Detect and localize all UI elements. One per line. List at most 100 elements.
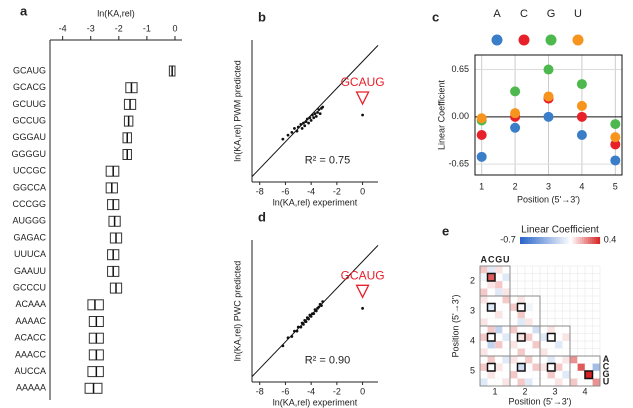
point [318,112,322,116]
cell [509,310,518,319]
cell [479,340,488,349]
point [299,122,303,126]
cell [554,340,563,349]
cell [494,355,503,364]
x-tick-label: 3 [546,181,551,191]
point [307,121,310,125]
cell [517,363,526,372]
category-label: GCUUG [13,99,47,109]
cell [577,370,586,379]
x-tick-label: 0 [360,186,365,196]
colorbar-step [548,237,551,244]
cell [509,318,518,327]
colorbar-step [530,237,533,244]
cell [487,370,496,379]
cell [592,363,601,372]
point [543,64,554,75]
x-tick-label: -8 [256,386,264,396]
x-axis-label: Position (5'→3') [517,194,580,204]
y-tick-label: 3 [470,305,475,315]
boxed-cell [516,332,526,342]
cell [509,325,518,334]
cell [554,355,563,364]
cell [584,355,593,364]
x-tick-label: -3 [87,23,95,33]
point [300,127,304,130]
axis-title: ln(KA,rel) [97,8,135,18]
cell [517,333,526,342]
point [309,314,313,318]
y-axis-label: Position (5'→3') [450,295,460,358]
nucleotide-label: C [488,254,495,264]
cell [502,333,511,342]
point [293,127,296,130]
point [610,119,621,130]
cell [479,265,488,274]
cell [517,348,526,357]
cell [592,355,601,364]
cell [524,325,533,334]
cell [517,318,526,327]
y-tick-label: 2 [470,275,475,285]
point [299,325,303,329]
cell [562,378,571,387]
block-border [569,355,601,387]
cell [547,348,556,357]
nucleotide-label: A [603,354,610,364]
cell [502,310,511,319]
cell [532,340,541,349]
x-tick-label: 5 [613,181,618,191]
cell [502,288,511,297]
y-tick-label: 4 [470,335,475,345]
x-tick-label: 2 [522,386,527,396]
colorbar-step [544,237,547,244]
cell [487,378,496,387]
category-label: AAACC [15,349,47,359]
cell [532,325,541,334]
nucleotide-label: U [503,254,510,264]
boxed-cell [546,332,556,342]
cell [487,280,496,289]
cell [479,303,488,312]
boxed-cell [486,272,496,282]
x-axis-label: ln(KA,rel) experiment [273,397,358,407]
panel-label: a [20,3,28,18]
cell [487,265,496,274]
cell [554,370,563,379]
point [290,131,294,134]
cell [502,280,511,289]
category-label: GGGGU [11,149,46,159]
cell [562,355,571,364]
point [576,79,587,90]
cell [554,333,563,342]
category-label: GGGAU [12,132,46,142]
cell [524,333,533,342]
x-tick-label: -6 [281,186,289,196]
point [305,117,309,121]
cell [487,363,496,372]
cell [494,280,503,289]
colorbar-step [596,237,599,244]
nucleotide-label: G [602,369,609,379]
point [576,130,587,140]
cell [569,378,578,387]
colorbar-step [546,237,549,244]
cell [502,378,511,387]
colorbar-step [558,237,561,244]
cell [494,318,503,327]
colorbar-step [578,237,581,244]
colorbar-step [562,237,565,244]
point [295,329,299,333]
cell [494,363,503,372]
cell [547,355,556,364]
colorbar-step [590,237,593,244]
cell [532,348,541,357]
point [303,124,307,128]
y-axis-label: Linear Coefficient [436,80,446,150]
x-tick-label: -1 [143,23,151,33]
colorbar-step [592,237,595,244]
panel-label: b [258,9,266,24]
cell [554,348,563,357]
cell [494,340,503,349]
colorbar-step [540,237,543,244]
